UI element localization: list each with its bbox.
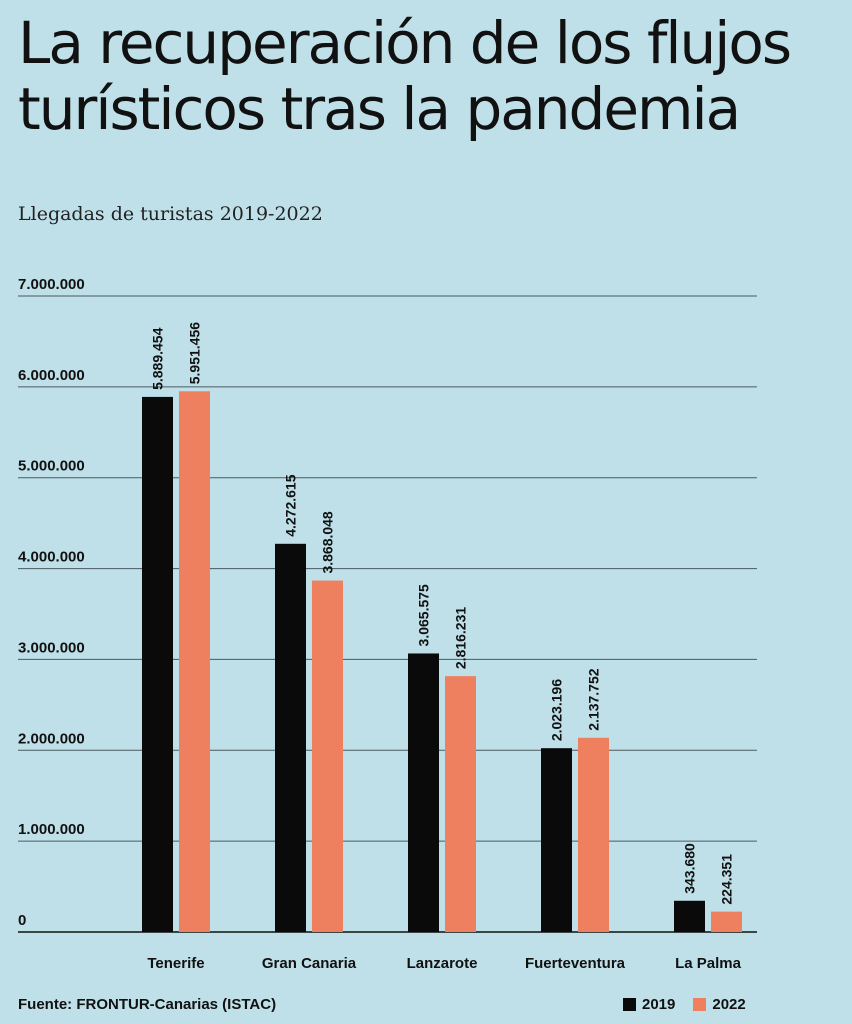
category-label: Lanzarote: [407, 955, 478, 972]
y-tick-label: 1.000.000: [18, 821, 85, 838]
category-label: La Palma: [675, 955, 742, 972]
y-tick-label: 4.000.000: [18, 549, 85, 566]
bar-2022-lanzarote: [445, 676, 476, 932]
legend: 2019 2022: [623, 996, 764, 1013]
data-label-2019: 3.065.575: [416, 584, 432, 646]
bar-2022-fuerteventura: [578, 737, 609, 932]
data-label-2022: 5.951.456: [187, 322, 203, 384]
bar-2019-gran-canaria: [275, 543, 306, 932]
data-label-2019: 4.272.615: [283, 474, 299, 536]
y-tick-label: 6.000.000: [18, 367, 85, 384]
y-tick-label: 3.000.000: [18, 639, 85, 656]
data-label-2019: 2.023.196: [549, 679, 565, 741]
data-label-2019: 5.889.454: [150, 327, 166, 389]
data-label-2022: 224.351: [719, 854, 735, 905]
chart-title: La recuperación de los flujos turísticos…: [18, 9, 792, 143]
y-tick-label: 0: [18, 912, 26, 929]
bar-2019-fuerteventura: [541, 748, 572, 932]
bar-2022-gran-canaria: [312, 580, 343, 932]
y-tick-label: 5.000.000: [18, 458, 85, 475]
category-label: Tenerife: [147, 955, 204, 972]
y-tick-label: 2.000.000: [18, 730, 85, 747]
legend-label-2022: 2022: [712, 996, 746, 1013]
bar-2022-tenerife: [179, 391, 210, 932]
legend-swatch-2019: [623, 998, 636, 1011]
data-label-2022: 2.816.231: [453, 607, 469, 669]
legend-label-2019: 2019: [642, 996, 676, 1013]
category-label: Fuerteventura: [525, 955, 626, 972]
data-label-2019: 343.680: [682, 843, 698, 894]
legend-swatch-2022: [693, 998, 707, 1011]
bar-2019-la-palma: [674, 900, 705, 932]
bar-2019-lanzarote: [408, 653, 439, 932]
chart-subtitle: Llegadas de turistas 2019-2022: [18, 203, 323, 225]
source-note: Fuente: FRONTUR-Canarias (ISTAC): [18, 996, 277, 1013]
bar-2019-tenerife: [142, 396, 173, 933]
data-label-2022: 2.137.752: [586, 668, 602, 730]
category-label: Gran Canaria: [262, 955, 357, 972]
legend-item-2019: 2019: [623, 996, 675, 1013]
y-tick-label: 7.000.000: [18, 276, 85, 293]
bar-2022-la-palma: [711, 911, 742, 932]
legend-item-2022: 2022: [693, 996, 746, 1013]
data-label-2022: 3.868.048: [320, 511, 336, 573]
